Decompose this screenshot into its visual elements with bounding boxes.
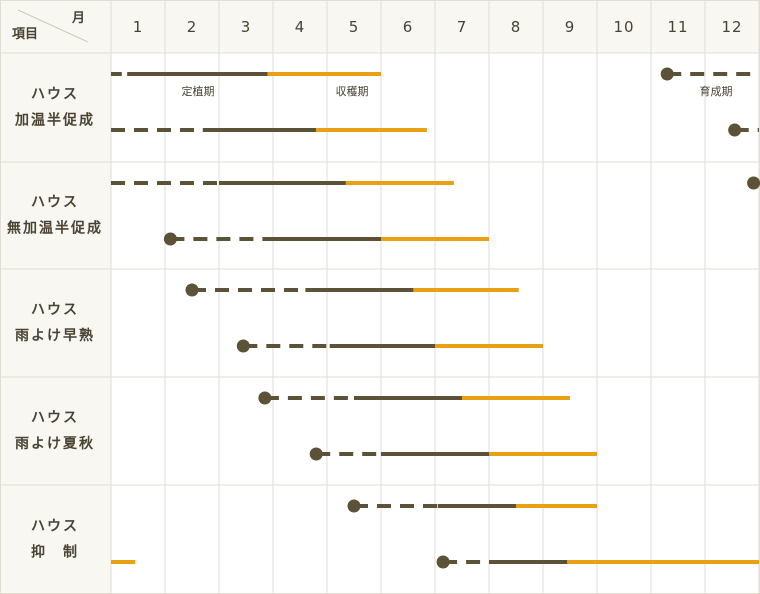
month-tick-label: 12 [721, 18, 742, 36]
month-header: 月 項目 1 2 3 4 5 6 7 8 9 10 11 12 [12, 9, 742, 43]
sowing-marker [258, 391, 272, 405]
month-tick-label: 1 [133, 18, 144, 36]
corner-diagonal [17, 9, 89, 43]
sowing-marker [747, 176, 760, 190]
row-label-line2: 雨よけ早熟 [15, 327, 95, 344]
month-tick-label: 8 [511, 18, 522, 36]
row-label-line1: ハウス [31, 195, 79, 211]
sowing-marker [728, 123, 742, 137]
row-label-line2: 加温半促成 [14, 112, 95, 129]
month-tick-label: 7 [457, 18, 468, 36]
row-label-line1: ハウス [31, 302, 79, 318]
month-tick-label: 3 [241, 18, 252, 36]
item-corner-label: 項目 [12, 27, 38, 42]
month-tick-label: 2 [187, 18, 198, 36]
annotation-harvest: 収穫期 [336, 85, 369, 98]
month-tick-label: 6 [403, 18, 414, 36]
row-label-line1: ハウス [31, 87, 79, 103]
label-column [0, 0, 111, 594]
sowing-marker [660, 67, 674, 81]
month-tick-label: 5 [349, 18, 360, 36]
row-label-line2: 無加温半促成 [7, 220, 103, 237]
phase-annotations: 定植期 収穫期 育成期 [182, 84, 733, 98]
month-tick-label: 10 [613, 18, 634, 36]
sowing-marker [163, 232, 177, 246]
month-tick-label: 9 [565, 18, 576, 36]
sowing-marker [185, 283, 199, 297]
month-corner-label: 月 [71, 11, 85, 26]
month-tick-label: 11 [667, 18, 688, 36]
row-label-line1: ハウス [31, 410, 79, 426]
header-band [0, 0, 760, 53]
sowing-marker [436, 555, 450, 569]
row-label-line1: ハウス [31, 519, 79, 535]
annotation-planting: 定植期 [182, 84, 215, 98]
annotation-growing: 育成期 [700, 84, 733, 98]
sowing-marker [309, 447, 323, 461]
row-label-line2: 雨よけ夏秋 [15, 435, 95, 452]
month-tick-label: 4 [295, 18, 306, 36]
row-label-line2: 抑 制 [31, 544, 79, 561]
bars [111, 67, 760, 569]
sowing-marker [236, 339, 250, 353]
sowing-marker [347, 499, 361, 513]
